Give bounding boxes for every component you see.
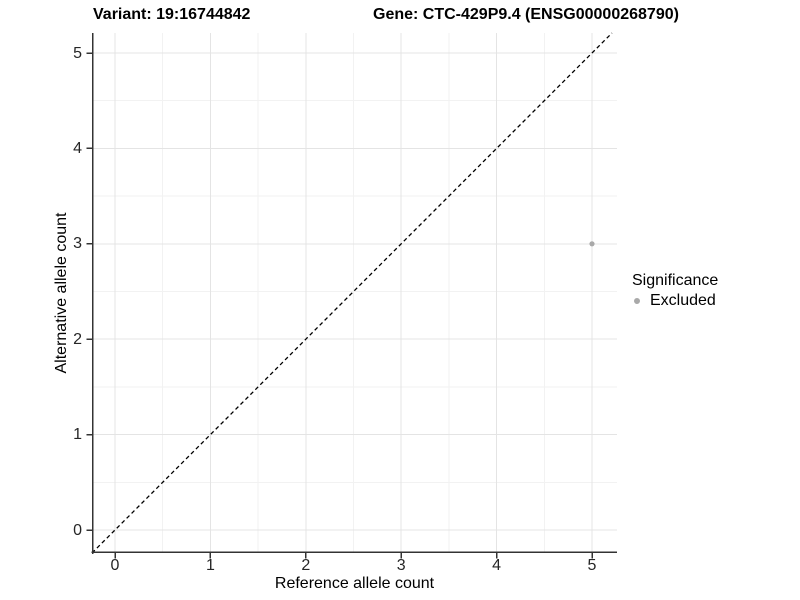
y-tick-label: 5 xyxy=(73,44,82,62)
y-tick-label: 3 xyxy=(73,235,82,253)
x-tick-label: 3 xyxy=(396,557,406,574)
plot-area-svg xyxy=(86,32,617,559)
y-tick-label: 4 xyxy=(73,139,82,157)
plot-title-variant: Variant: 19:16744842 xyxy=(93,6,251,23)
x-tick-label: 0 xyxy=(110,557,120,574)
y-tick-label: 2 xyxy=(73,330,82,348)
legend-item-label: Excluded xyxy=(650,292,716,309)
x-tick-label: 2 xyxy=(301,557,311,574)
x-axis-title: Reference allele count xyxy=(274,575,435,592)
x-tick-label: 4 xyxy=(492,557,502,574)
legend-title: Significance xyxy=(632,272,719,289)
x-tick-label: 1 xyxy=(205,557,215,574)
plot-title-gene: Gene: CTC-429P9.4 (ENSG00000268790) xyxy=(373,6,679,23)
plot-panel xyxy=(86,32,617,559)
y-tick-label: 0 xyxy=(73,521,82,539)
data-point xyxy=(589,241,595,247)
legend: Significance Excluded xyxy=(632,271,718,310)
y-tick-label: 1 xyxy=(73,426,82,444)
legend-item: Excluded xyxy=(632,291,718,310)
identity-reference-line xyxy=(91,32,613,554)
x-tick-label: 5 xyxy=(587,557,597,574)
legend-items: Excluded xyxy=(632,291,718,310)
legend-point-swatch-icon xyxy=(634,297,640,304)
y-axis-title-text: Alternative allele count xyxy=(53,212,70,374)
